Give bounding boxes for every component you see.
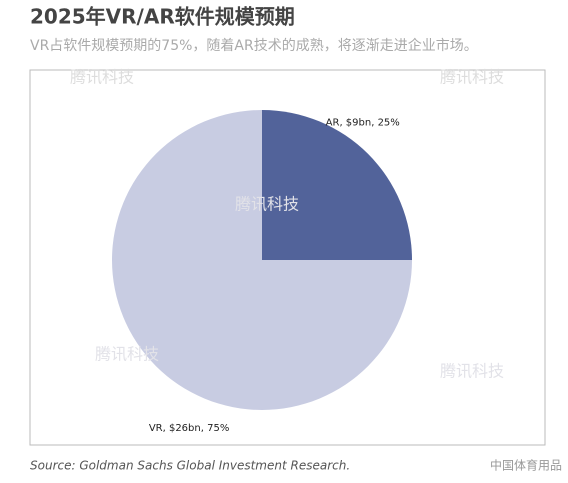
title: 2025年VR/AR软件规模预期: [30, 5, 295, 29]
chart-frame: [29, 69, 546, 446]
data-label: VR, $26bn, 75%: [149, 423, 230, 434]
watermark: 腾讯科技: [235, 195, 299, 214]
source: Source: Goldman Sachs Global Investment …: [30, 459, 350, 473]
watermark: 腾讯科技: [440, 68, 504, 87]
account: 中国体育用品: [490, 458, 562, 473]
watermark: 腾讯科技: [95, 345, 159, 364]
pie-slice: [262, 110, 412, 260]
subtitle: VR占软件规模预期的75%，随着AR技术的成熟，将逐渐走进企业市场。: [30, 37, 478, 54]
watermark: 腾讯科技: [440, 362, 504, 381]
pie-slice: [112, 110, 412, 410]
data-label: AR, $9bn, 25%: [326, 117, 400, 128]
pie: AR, $9bn, 25% VR, $26bn, 75%: [112, 110, 412, 434]
watermark: 腾讯科技: [70, 68, 134, 87]
